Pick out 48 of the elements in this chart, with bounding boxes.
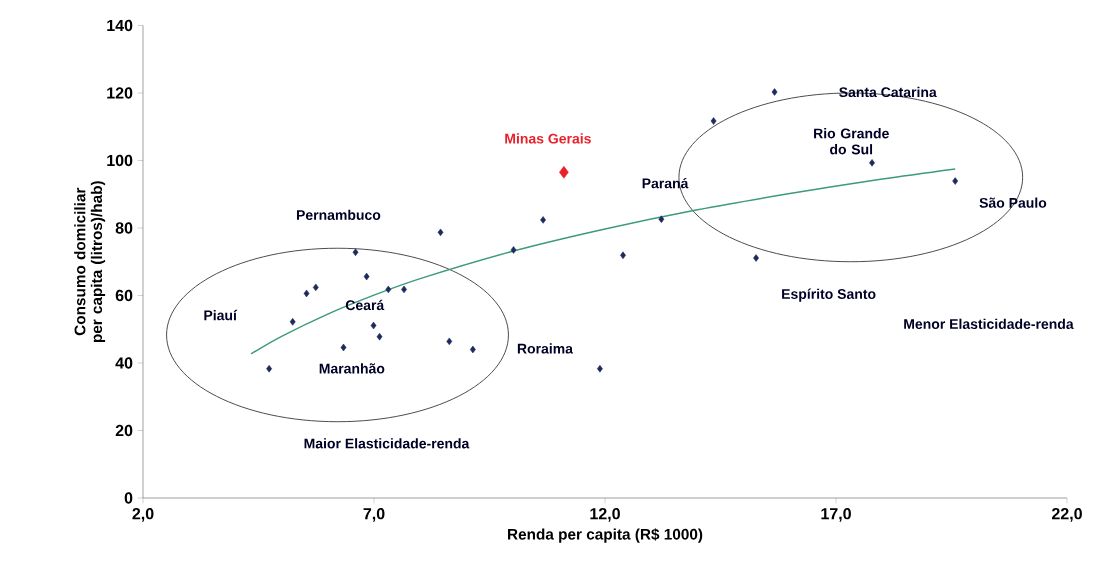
point <box>289 318 296 326</box>
x-tick-label: 12,0 <box>590 508 620 522</box>
y-axis-title: Consumo domiciliar per capita (litros)/hab) <box>74 181 106 343</box>
annotation: Menor Elasticidade-renda <box>904 318 1074 329</box>
annotation: Espírito Santo <box>782 288 876 302</box>
y-tick-label: 20 <box>115 424 133 437</box>
point <box>352 248 359 257</box>
y-tick-label: 100 <box>107 154 133 167</box>
y-tick-label: 80 <box>115 222 133 234</box>
x-tick-label: 17,0 <box>821 508 851 522</box>
point <box>753 254 759 262</box>
y-tick-label: 0 <box>124 492 133 504</box>
y-tick-label: 140 <box>107 19 133 32</box>
annotation: Santa Catarina <box>839 86 937 98</box>
annotation: Maior Elasticidade-renda <box>304 438 470 449</box>
annotation: Pernambuco <box>296 209 381 220</box>
point <box>376 332 383 341</box>
x-tick-label: 2,0 <box>132 508 154 522</box>
text: Minas Gerais <box>505 133 591 144</box>
point <box>363 272 370 281</box>
point <box>446 337 453 346</box>
point <box>710 117 717 125</box>
x-tick-label: 7,0 <box>363 508 385 522</box>
annotation: Ceará <box>345 299 385 311</box>
annotation: Piauí <box>204 309 238 321</box>
point <box>385 285 392 294</box>
point <box>771 88 778 96</box>
point <box>370 321 377 330</box>
y-tick-label: 120 <box>107 87 133 99</box>
point <box>312 283 319 292</box>
point <box>340 343 347 352</box>
point <box>869 159 875 167</box>
annotation: Maranhão <box>319 363 385 374</box>
point <box>540 216 546 224</box>
point <box>510 246 517 254</box>
annotation: São Paulo <box>979 197 1047 208</box>
point <box>437 228 444 237</box>
y-tick-label: 60 <box>115 289 133 302</box>
y-tick-label: 40 <box>115 357 133 369</box>
annotation: Rio Grande do Sul <box>814 128 889 155</box>
point <box>303 289 310 298</box>
x-tick-label: 22,0 <box>1051 508 1082 522</box>
x-axis-title: Renda per capita (R$ 1000) <box>508 528 703 543</box>
point <box>559 166 569 179</box>
point <box>658 215 665 223</box>
annotation: Paraná <box>642 177 689 189</box>
annotation: Roraima <box>517 343 574 354</box>
point <box>952 177 959 185</box>
